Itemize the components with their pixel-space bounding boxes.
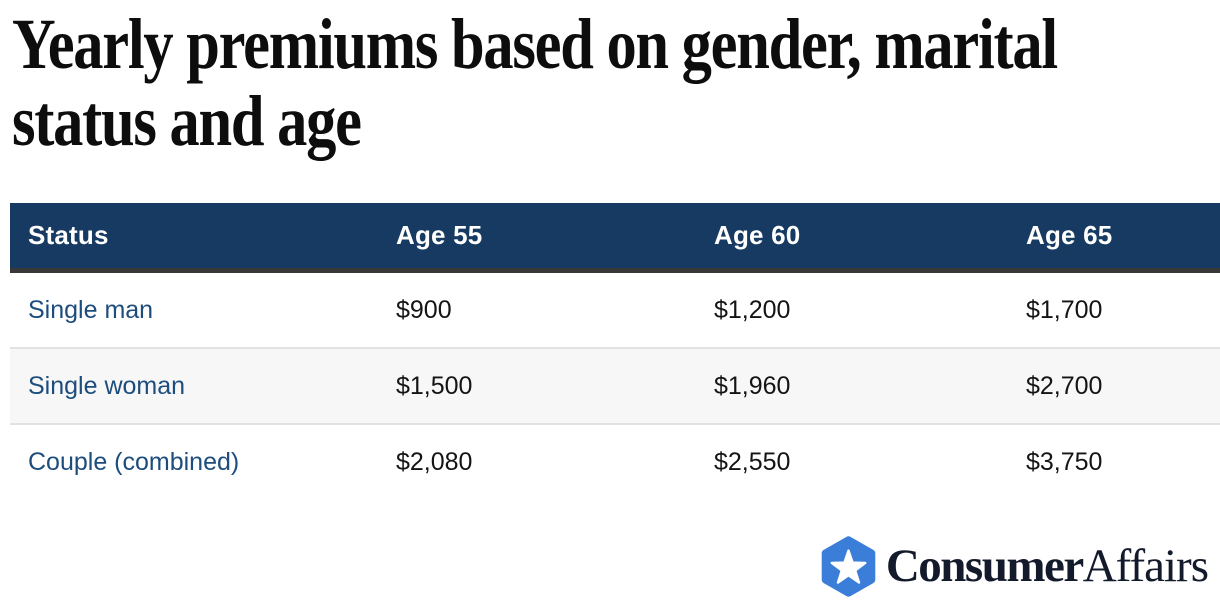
hexagon-star-icon — [821, 536, 876, 597]
status-cell: Single woman — [10, 348, 378, 425]
logo-text-consumer: Consumer — [885, 540, 1084, 592]
column-header-age-65: Age 65 — [1008, 203, 1220, 273]
table-row: Couple (combined) $2,080 $2,550 $3,750 — [10, 424, 1220, 499]
table-header-row: Status Age 55 Age 60 Age 65 — [10, 203, 1220, 273]
value-cell: $2,080 — [378, 424, 696, 499]
value-cell: $1,960 — [696, 348, 1008, 425]
table-row: Single man $900 $1,200 $1,700 — [10, 270, 1220, 349]
logo-text-affairs: Affairs — [1082, 540, 1209, 592]
status-cell: Single man — [10, 270, 378, 349]
column-header-age-60: Age 60 — [696, 203, 1008, 273]
table-row: Single woman $1,500 $1,960 $2,700 — [10, 348, 1220, 425]
logo-wordmark: ConsumerAffairs — [885, 535, 1209, 598]
value-cell: $3,750 — [1008, 424, 1220, 499]
premiums-table: Status Age 55 Age 60 Age 65 Single man $… — [10, 203, 1220, 499]
column-header-age-55: Age 55 — [378, 203, 696, 273]
column-header-status: Status — [10, 203, 378, 273]
value-cell: $1,500 — [378, 348, 696, 425]
value-cell: $1,200 — [696, 270, 1008, 349]
value-cell: $1,700 — [1008, 270, 1220, 349]
status-cell: Couple (combined) — [10, 424, 378, 499]
value-cell: $2,700 — [1008, 348, 1220, 425]
value-cell: $2,550 — [696, 424, 1008, 499]
consumeraffairs-logo: ConsumerAffairs — [820, 535, 1209, 598]
value-cell: $900 — [378, 270, 696, 349]
page-title: Yearly premiums based on gender, marital… — [12, 4, 1058, 161]
